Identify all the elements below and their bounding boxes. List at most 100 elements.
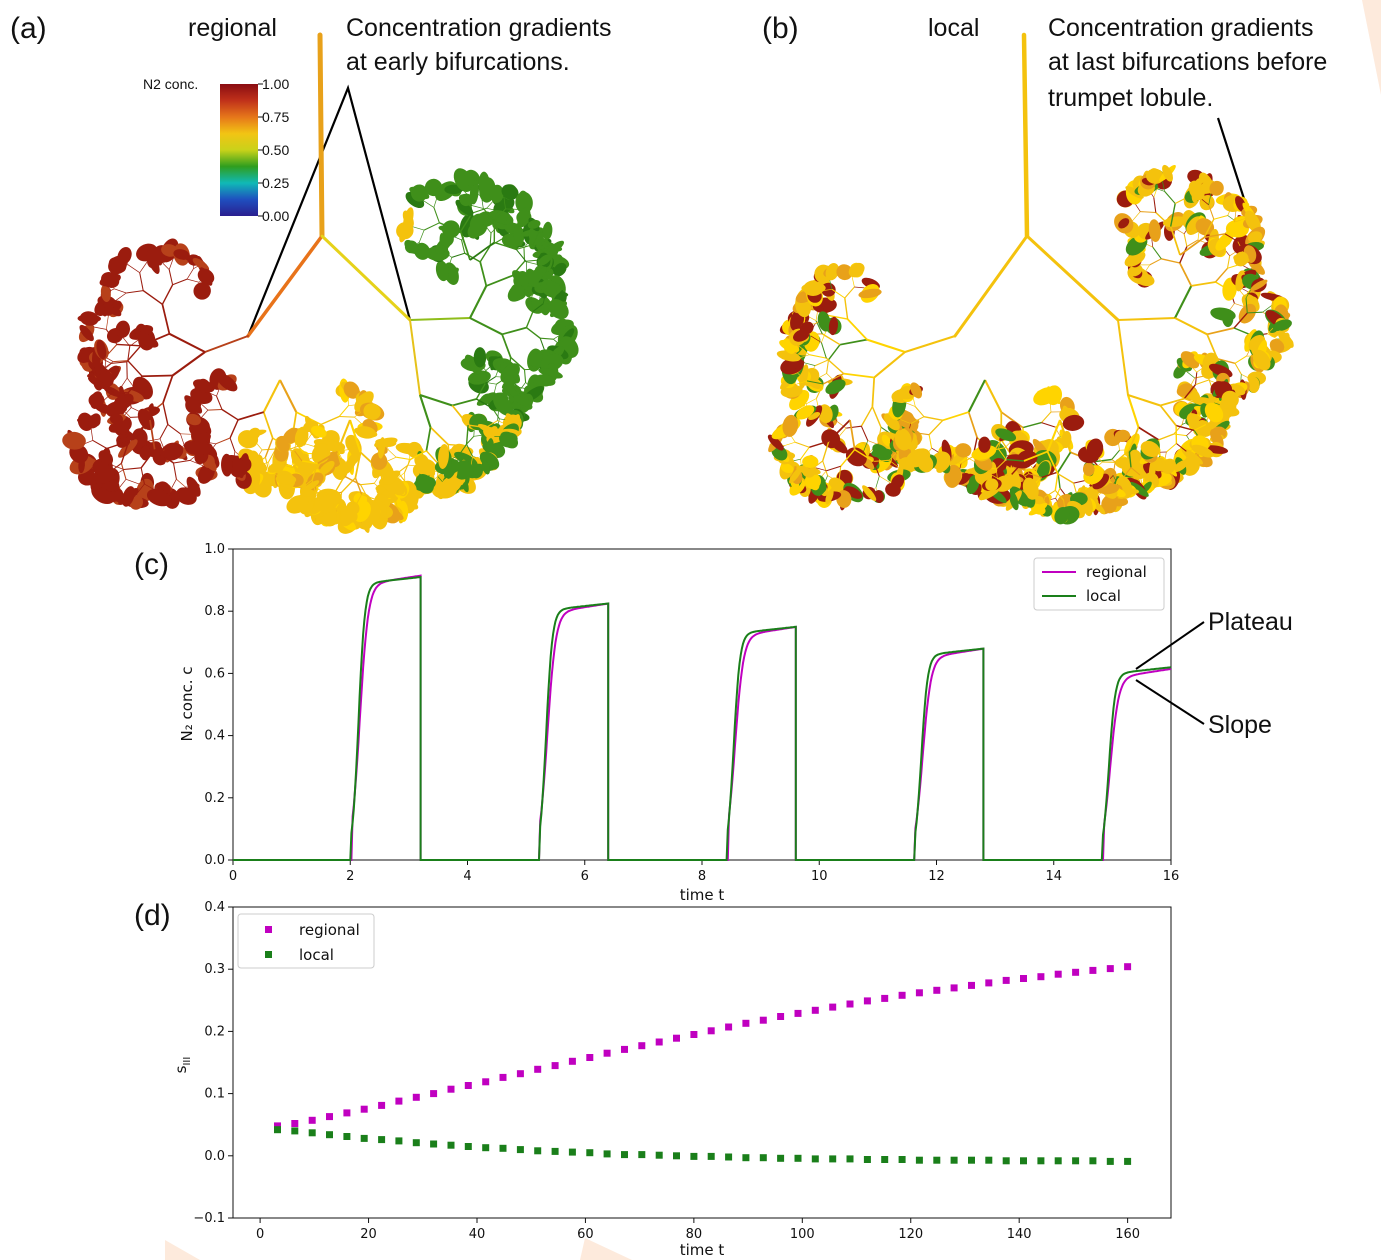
airway-branch: [1094, 458, 1112, 463]
alveolar-leaf: [894, 428, 912, 451]
airway-branch: [344, 475, 361, 486]
airway-branch: [1128, 426, 1140, 451]
alveolar-leaf: [1248, 376, 1260, 394]
airway-branch: [515, 249, 527, 263]
alveolar-leaf: [311, 425, 327, 438]
airway-branch: [900, 419, 911, 424]
point-local: [482, 1144, 490, 1152]
airway-branch: [825, 357, 845, 375]
point-regional: [603, 1049, 611, 1057]
alveolar-leaf: [140, 445, 151, 461]
airway-branch: [419, 394, 453, 407]
point-regional: [499, 1073, 507, 1081]
alveolar-leaf: [438, 443, 449, 469]
airway-branch: [888, 460, 900, 468]
airway-branch: [1234, 211, 1237, 223]
airway-branch: [1044, 489, 1056, 498]
panel-c-ytick-label: 1.0: [204, 542, 225, 557]
panel-d-xtick-label: 80: [686, 1227, 703, 1242]
airway-branch: [1194, 372, 1198, 385]
airway-branch: [532, 232, 539, 245]
airway-branch: [167, 423, 181, 435]
panel-c-ytick-label: 0.0: [204, 853, 225, 868]
point-regional: [343, 1109, 351, 1117]
point-local: [863, 1156, 871, 1163]
point-local: [586, 1149, 594, 1157]
airway-branch: [1267, 333, 1278, 340]
airway-branch: [822, 440, 830, 462]
airway-branch: [469, 285, 488, 319]
airway-branch: [822, 372, 845, 385]
alveolar-leaf: [489, 184, 504, 203]
airway-branch: [1160, 397, 1185, 407]
alveolar-leaf: [1009, 490, 1019, 511]
airway-branch: [486, 200, 494, 209]
airway-branch: [264, 437, 274, 458]
colorbar-tick-label: 0.75: [262, 109, 289, 125]
airway-branch: [846, 318, 868, 341]
alveolar-leaf: [1269, 338, 1285, 354]
panel-c-frame: [232, 548, 1172, 861]
airway-branch: [1179, 236, 1205, 256]
airway-branch: [904, 335, 956, 353]
airway-branch: [1234, 303, 1245, 307]
colorbar: N2 conc. 1.00 0.75 0.50 0.25 0.00: [143, 76, 289, 224]
point-local: [777, 1154, 785, 1162]
panel-d-ytick-label: 0.3: [204, 962, 225, 977]
airway-branch: [386, 456, 397, 462]
airway-branch: [494, 241, 517, 251]
alveolar-leaf: [845, 447, 867, 467]
point-local: [326, 1131, 333, 1139]
point-local: [551, 1147, 559, 1155]
airway-branch: [459, 231, 471, 261]
point-local: [742, 1154, 750, 1162]
point-local: [690, 1152, 698, 1160]
point-regional: [811, 1006, 819, 1014]
panel-d-xtick-label: 20: [360, 1227, 377, 1242]
alveolar-leaf: [96, 339, 107, 360]
airway-branch: [844, 297, 849, 320]
airway-branch: [485, 382, 497, 385]
panel-c-series: [233, 574, 1172, 861]
airway-branch: [229, 419, 239, 439]
airway-branch: [106, 440, 130, 450]
airway-branch: [149, 419, 156, 450]
panel-b-airway-tree: [767, 32, 1294, 525]
alveolar-leaf: [118, 439, 138, 458]
airway-branch: [311, 479, 316, 493]
airway-branch: [1195, 379, 1209, 386]
airway-branch: [126, 290, 144, 294]
alveolar-leaf: [1191, 178, 1202, 203]
airway-branch: [1247, 311, 1263, 314]
airway-branch: [953, 234, 1029, 338]
point-regional: [968, 981, 975, 989]
point-local: [274, 1126, 281, 1134]
airway-branch: [262, 411, 274, 439]
point-local: [707, 1152, 715, 1160]
airway-branch: [497, 410, 499, 421]
alveolar-leaf: [1272, 319, 1292, 332]
airway-branch: [1023, 450, 1048, 462]
airway-branch: [530, 299, 534, 312]
alveolar-leaf: [1099, 495, 1119, 515]
watermark: [165, 0, 1381, 1260]
airway-branch: [142, 290, 163, 305]
airway-branch: [795, 441, 810, 448]
alveolar-leaf: [1118, 218, 1130, 229]
alveolar-leaf: [495, 210, 508, 224]
airway-branch: [1186, 371, 1195, 379]
airway-branch: [396, 456, 411, 461]
alveolar-leaf: [513, 225, 525, 244]
panel-d-xlabel: time t: [680, 1241, 725, 1259]
alveolar-leaf: [844, 486, 863, 499]
alveolar-leaf: [779, 339, 800, 353]
airway-branch: [836, 420, 847, 429]
point-regional: [1037, 973, 1045, 981]
airway-branch: [871, 406, 882, 428]
airway-branch: [1130, 467, 1141, 476]
alveolar-leaf: [413, 476, 436, 492]
alveolar-leaf: [782, 414, 799, 437]
alveolar-leaf: [88, 393, 105, 408]
airway-branch: [519, 382, 526, 391]
airway-branch: [1059, 419, 1072, 453]
